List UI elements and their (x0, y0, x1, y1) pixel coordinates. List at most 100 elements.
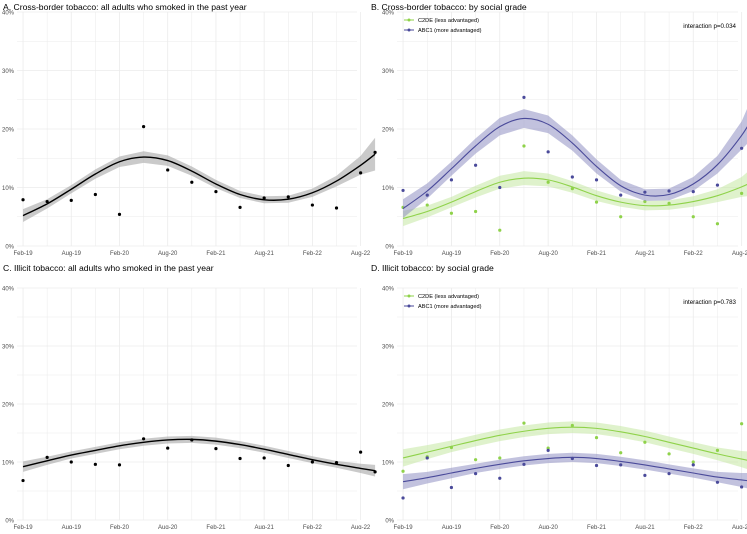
panel-title: B. Cross-border tobacco: by social grade (371, 2, 527, 12)
data-point-overall (45, 455, 49, 459)
data-point-c2de (667, 452, 671, 456)
data-point-overall (214, 189, 218, 194)
data-point-c2de (667, 201, 671, 205)
data-point-overall (69, 198, 73, 202)
data-point-overall (286, 463, 290, 468)
legend: C2DE (less advantaged) ABC1 (more advanta… (404, 294, 482, 310)
data-point-c2de (691, 215, 695, 219)
x-tick-label: Aug-19 (442, 251, 462, 257)
grid (397, 11, 743, 247)
x-tick-label: Aug-20 (158, 525, 178, 529)
x-tick-label: Feb-20 (490, 525, 510, 529)
x-tick-label: Feb-19 (394, 251, 414, 257)
ci-band-abc1 (403, 452, 747, 490)
data-point-overall (166, 446, 170, 450)
trend-line-c2de (402, 177, 747, 220)
data-point-abc1 (619, 193, 623, 197)
data-point-overall (141, 125, 146, 129)
data-point-overall (166, 168, 170, 172)
data-point-overall (262, 196, 266, 200)
data-point-abc1 (498, 185, 502, 190)
data-point-abc1 (401, 188, 405, 193)
ci-band-overall (23, 435, 376, 477)
data-point-overall (373, 470, 377, 474)
legend: C2DE (less advantaged) ABC1 (more advanta… (404, 18, 482, 34)
data-point-overall (93, 192, 97, 197)
data-point-overall (359, 171, 363, 175)
y-tick-label: 30% (382, 344, 395, 350)
data-point-c2de (498, 456, 502, 460)
data-point-c2de (546, 446, 550, 450)
data-point-abc1 (594, 463, 599, 468)
data-point-overall (238, 205, 242, 209)
x-tick-label: Feb-19 (394, 525, 414, 529)
data-point-abc1 (425, 193, 429, 197)
data-point-overall (238, 456, 242, 461)
y-tick-label: 30% (2, 344, 15, 350)
data-point-overall (45, 199, 49, 204)
y-tick-label: 40% (382, 10, 395, 16)
ci-band-overall (23, 137, 376, 223)
x-tick-label: Feb-21 (206, 525, 226, 529)
x-tick-label: Aug-22 (732, 525, 747, 529)
trend-line-c2de (402, 426, 747, 461)
data-point-c2de (715, 448, 720, 452)
y-tick-label: 30% (382, 69, 395, 75)
data-point-abc1 (570, 456, 574, 461)
ci-band-c2de (403, 421, 747, 469)
data-point-abc1 (691, 189, 695, 194)
x-tick-label: Feb-21 (587, 525, 607, 529)
data-point-overall (310, 203, 314, 207)
data-point-overall (310, 460, 314, 464)
data-point-overall (373, 150, 377, 154)
data-point-c2de (546, 180, 550, 184)
data-point-c2de (449, 211, 454, 215)
x-tick-label: Aug-21 (254, 525, 274, 529)
legend-label-c2de: C2DE (less advantaged) (418, 18, 479, 24)
data-point-overall (286, 195, 290, 199)
x-tick-label: Aug-20 (538, 525, 558, 529)
data-point-overall (334, 206, 339, 210)
y-tick-label: 40% (382, 286, 395, 292)
data-point-abc1 (546, 150, 550, 154)
x-tick-label: Feb-20 (110, 251, 130, 257)
y-tick-label: 40% (2, 286, 15, 292)
y-tick-label: 20% (382, 127, 395, 133)
data-point-c2de (594, 200, 599, 204)
grid (17, 11, 362, 247)
data-point-overall (117, 212, 122, 217)
panel-B: B. Cross-border tobacco: by social grade… (371, 2, 747, 257)
data-point-c2de (473, 209, 478, 214)
data-point-overall (190, 180, 194, 184)
data-point-abc1 (740, 146, 744, 150)
data-point-overall (69, 460, 73, 464)
x-tick-label: Aug-20 (158, 251, 178, 257)
data-point-abc1 (643, 190, 647, 194)
y-tick-label: 10% (2, 186, 15, 192)
x-tick-label: Aug-22 (732, 251, 747, 257)
data-point-c2de (570, 187, 574, 191)
x-tick-label: Feb-19 (14, 251, 34, 257)
grid (397, 287, 743, 521)
y-tick-label: 30% (2, 69, 15, 75)
panel-title: A. Cross-border tobacco: all adults who … (3, 2, 247, 12)
data-point-c2de (643, 440, 647, 444)
data-point-abc1 (498, 476, 502, 480)
data-point-abc1 (643, 473, 647, 477)
data-point-c2de (473, 458, 478, 462)
data-point-abc1 (522, 95, 526, 100)
x-tick-label: Feb-21 (206, 251, 226, 257)
grid (17, 287, 362, 521)
x-tick-label: Feb-21 (587, 251, 607, 257)
x-tick-label: Aug-22 (351, 251, 371, 257)
x-tick-label: Aug-21 (254, 251, 274, 257)
x-tick-label: Aug-20 (538, 251, 558, 257)
trend-line-overall (22, 153, 376, 217)
x-tick-label: Feb-20 (490, 251, 510, 257)
y-tick-label: 0% (5, 244, 14, 250)
panel-title: D. Illicit tobacco: by social grade (371, 263, 494, 273)
legend-label-c2de: C2DE (less advantaged) (418, 294, 479, 300)
data-point-abc1 (546, 448, 550, 452)
data-point-c2de (740, 422, 744, 426)
